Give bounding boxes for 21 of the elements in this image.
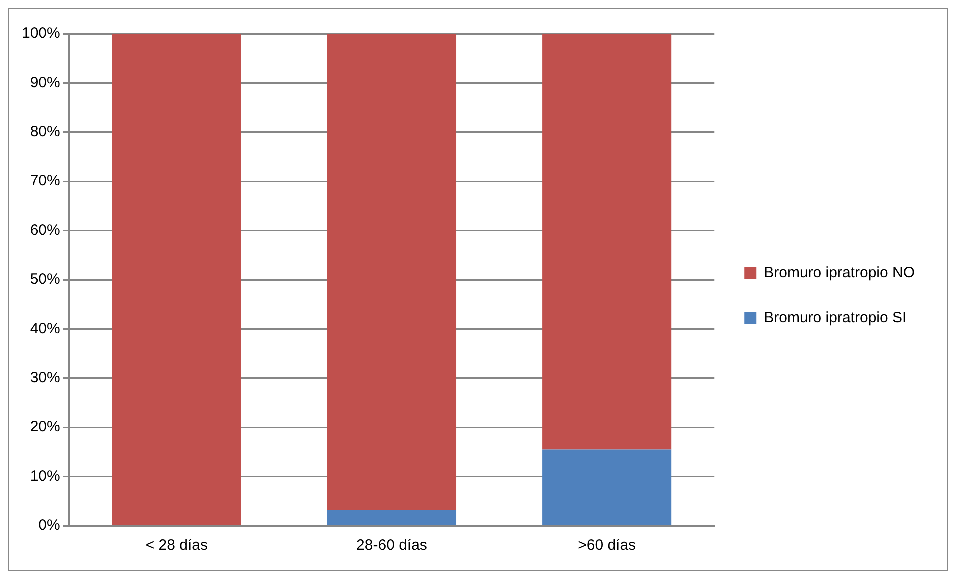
- y-tick-label: 100%: [22, 25, 60, 42]
- y-tick-label: 20%: [30, 418, 60, 436]
- bar: [327, 34, 457, 510]
- y-tick-label: 0%: [38, 517, 60, 534]
- bar: [112, 34, 242, 526]
- bar: [542, 34, 672, 450]
- y-tick-label: 90%: [30, 74, 60, 92]
- x-tick-label: 28-60 días: [356, 537, 428, 554]
- y-tick-label: 60%: [30, 222, 60, 239]
- x-tick-label: >60 días: [578, 537, 636, 554]
- y-tick-label: 80%: [30, 124, 60, 141]
- x-tick-label: < 28 días: [146, 537, 208, 554]
- y-tick-label: 40%: [30, 320, 60, 338]
- legend-label: Bromuro ipratropio SI: [764, 310, 907, 327]
- y-tick-label: 10%: [30, 468, 60, 485]
- y-tick-label: 50%: [30, 271, 60, 288]
- bar: [327, 510, 457, 526]
- legend-label: Bromuro ipratropio NO: [764, 264, 916, 282]
- y-tick-label: 70%: [30, 172, 60, 190]
- y-tick-label: 30%: [30, 370, 60, 387]
- bar: [542, 450, 672, 526]
